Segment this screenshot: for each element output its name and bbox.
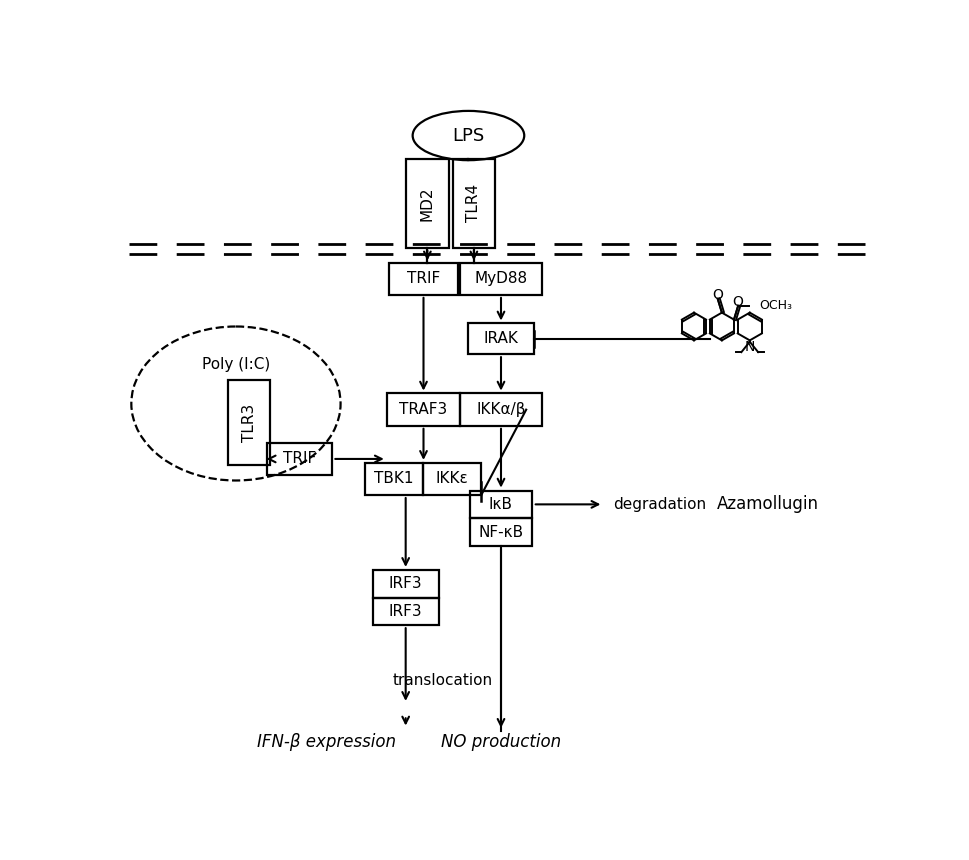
Text: Poly (I:C): Poly (I:C) bbox=[202, 358, 269, 372]
Text: TBK1: TBK1 bbox=[374, 471, 414, 487]
Text: degradation: degradation bbox=[612, 497, 705, 512]
Bar bbox=[228, 380, 270, 465]
Bar bbox=[453, 159, 495, 248]
Text: TRIF: TRIF bbox=[406, 271, 440, 286]
Text: IRF3: IRF3 bbox=[389, 576, 422, 591]
Text: O: O bbox=[711, 287, 722, 302]
Bar bbox=[460, 262, 541, 295]
Bar bbox=[364, 463, 422, 495]
Text: IRAK: IRAK bbox=[484, 331, 517, 347]
Text: MyD88: MyD88 bbox=[474, 271, 527, 286]
Text: O: O bbox=[732, 295, 743, 309]
Text: NF-κB: NF-κB bbox=[478, 525, 523, 539]
Text: IKKα/β: IKKα/β bbox=[476, 402, 525, 417]
Text: OCH₃: OCH₃ bbox=[759, 299, 792, 312]
Bar bbox=[372, 598, 438, 625]
Bar bbox=[389, 262, 458, 295]
Text: IκB: IκB bbox=[488, 497, 513, 512]
Bar bbox=[266, 443, 332, 475]
Text: LPS: LPS bbox=[452, 126, 484, 144]
Text: IFN-β expression: IFN-β expression bbox=[257, 734, 395, 752]
Text: TLR3: TLR3 bbox=[241, 403, 257, 442]
Bar bbox=[468, 323, 533, 354]
Bar bbox=[470, 519, 531, 546]
Bar bbox=[372, 570, 438, 598]
Text: Azamollugin: Azamollugin bbox=[717, 494, 819, 513]
Bar bbox=[422, 463, 481, 495]
Bar bbox=[470, 490, 531, 519]
Bar bbox=[406, 159, 449, 248]
Text: IKKε: IKKε bbox=[435, 471, 468, 487]
Bar bbox=[387, 394, 460, 426]
Bar bbox=[460, 394, 541, 426]
Text: NO production: NO production bbox=[441, 734, 560, 752]
Text: translocation: translocation bbox=[392, 673, 492, 688]
Text: TLR4: TLR4 bbox=[466, 184, 481, 223]
Text: TRAF3: TRAF3 bbox=[399, 402, 447, 417]
Text: N: N bbox=[744, 340, 754, 353]
Text: MD2: MD2 bbox=[420, 186, 434, 220]
Text: IRF3: IRF3 bbox=[389, 604, 422, 619]
Text: TRIF: TRIF bbox=[283, 452, 316, 466]
